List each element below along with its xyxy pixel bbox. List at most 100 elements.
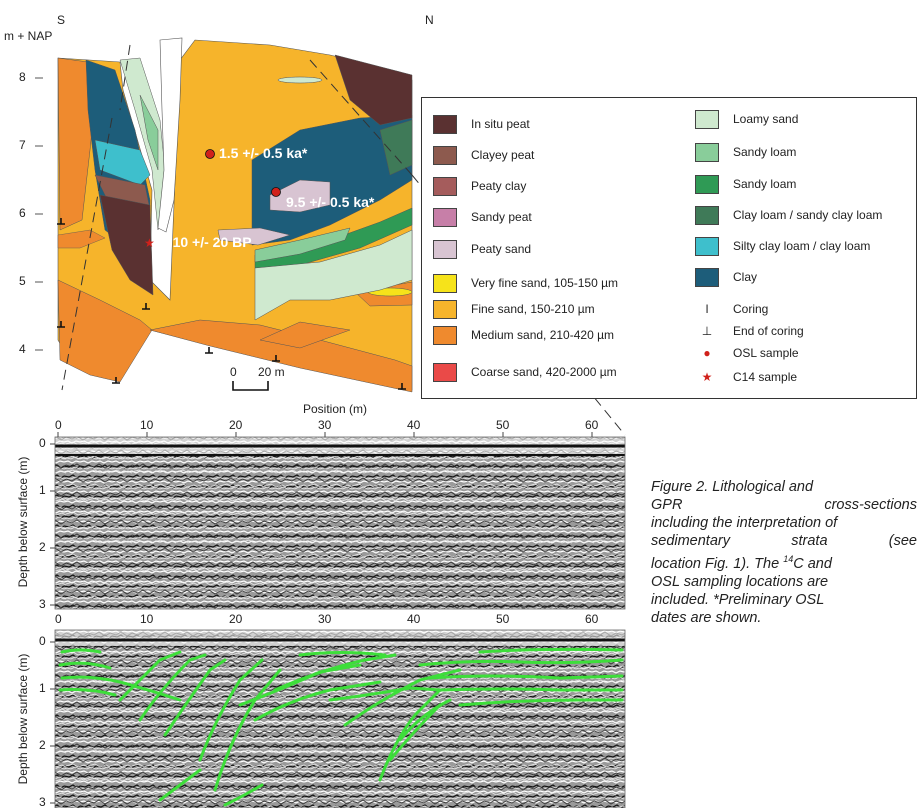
y-axis-label: m + NAP <box>4 29 53 43</box>
legend-label: Clay <box>733 270 758 284</box>
gpr1-x-tick: 0 <box>55 418 62 432</box>
caption-line: Figure 2. Lithological and <box>651 479 814 495</box>
gpr1-y-axis-title: Depth below surface (m) <box>16 456 30 588</box>
legend-item: Very fine sand, 105-150 µm <box>433 272 618 294</box>
legend-swatch <box>433 325 457 345</box>
legend-swatch <box>433 239 457 259</box>
gpr1-x-tick: 40 <box>407 418 421 432</box>
y-tick-4: 4 <box>19 342 26 356</box>
gpr1-x-tick: 60 <box>585 418 599 432</box>
gpr2-x-tick: 40 <box>407 612 421 626</box>
loamy-sand-lens <box>277 76 323 84</box>
legend-swatch <box>695 267 719 287</box>
legend-label: Sandy loam <box>733 145 797 159</box>
medium-sand-mid <box>57 229 106 249</box>
gpr1-y-tick: 0 <box>39 436 46 450</box>
gpr2-y-tick: 0 <box>39 634 46 648</box>
legend-item: ● OSL sample <box>695 342 799 364</box>
caption-line: sedimentary strata (see <box>651 532 917 550</box>
legend-label: OSL sample <box>733 346 799 360</box>
medium-sand-lens-2 <box>259 321 351 349</box>
scale-bar-start: 0 <box>230 365 237 379</box>
legend-item: Peaty sand <box>433 238 531 260</box>
legend-item: Sandy peat <box>433 206 532 228</box>
legend-label: Fine sand, 150-210 µm <box>471 302 595 316</box>
caption-line: GPR cross-sections <box>651 496 917 514</box>
c14-date-label: 8610 +/- 20 BP <box>157 234 252 250</box>
legend-item: Loamy sand <box>695 108 798 130</box>
figure-caption: Figure 2. Lithological and GPR cross-sect… <box>651 478 917 627</box>
c14-sample-marker: ★ <box>144 236 155 250</box>
legend-label: Sandy peat <box>471 210 532 224</box>
gpr1-x-tick: 30 <box>318 418 332 432</box>
legend-label: Very fine sand, 105-150 µm <box>471 276 618 290</box>
gpr2-x-tick: 10 <box>140 612 154 626</box>
loamy-sand-right <box>254 229 413 321</box>
c14-symbol-icon: ★ <box>701 370 713 384</box>
legend-label: Clayey peat <box>471 148 535 162</box>
legend-item: Clay loam / sandy clay loam <box>695 204 882 226</box>
coring-markers <box>57 218 406 390</box>
legend-label: C14 sample <box>733 370 798 384</box>
medium-sand-bottom-left <box>57 279 153 383</box>
legend-swatch <box>695 142 719 162</box>
projection-line-left <box>61 117 113 391</box>
legend: In situ peat Clayey peat Peaty clay Sand… <box>421 97 917 399</box>
peaty-sand-right <box>269 179 331 213</box>
legend-item: Silty clay loam / clay loam <box>695 235 870 257</box>
legend-item: Clayey peat <box>433 144 534 166</box>
legend-swatch <box>695 236 719 256</box>
legend-item: Coarse sand, 420-2000 µm <box>433 361 617 383</box>
end-of-coring-symbol-icon: ⊥ <box>701 324 713 338</box>
legend-label: Medium sand, 210-420 µm <box>471 328 614 342</box>
gpr1-y-tick: 1 <box>39 483 46 497</box>
legend-label: Silty clay loam / clay loam <box>733 239 871 253</box>
y-tick-7: 7 <box>19 138 26 152</box>
caption-word: (see <box>888 533 917 549</box>
scale-bar <box>232 381 269 391</box>
legend-label: Peaty clay <box>471 179 527 193</box>
legend-label: Clay loam / sandy clay loam <box>733 208 883 222</box>
silty-clay-loam-left <box>94 139 151 186</box>
gpr-x-axis-title: Position (m) <box>303 402 368 416</box>
projection-line-left-top <box>119 44 131 111</box>
gpr1-x-ticks <box>57 432 593 437</box>
legend-swatch <box>433 145 457 165</box>
legend-swatch <box>433 207 457 227</box>
legend-item: ǀ Coring <box>695 298 768 320</box>
legend-item: In situ peat <box>433 113 530 135</box>
lithology-cross-section: ★ <box>35 37 626 436</box>
peaty-sand-mid <box>217 227 291 246</box>
gpr2-x-tick: 30 <box>318 612 332 626</box>
caption-line: dates are shown. <box>651 609 762 626</box>
in-situ-peat-right <box>334 54 413 126</box>
gpr1-x-tick: 20 <box>229 418 243 432</box>
north-label: N <box>425 13 434 27</box>
legend-swatch <box>433 299 457 319</box>
legend-item: Sandy loam <box>695 173 796 195</box>
legend-swatch <box>433 176 457 196</box>
osl-date-label-2: 9.5 +/- 0.5 ka* <box>286 194 375 210</box>
scale-bar-end: 20 m <box>258 365 285 379</box>
legend-label: Sandy loam <box>733 177 797 191</box>
legend-label: Loamy sand <box>733 112 799 126</box>
caption-line: included. *Preliminary OSL <box>651 591 825 608</box>
gpr2-y-tick: 3 <box>39 795 46 809</box>
legend-label: Coring <box>733 302 769 316</box>
lithology-y-ticks <box>35 77 43 351</box>
gpr1-y-tick: 2 <box>39 540 46 554</box>
gpr1-y-ticks <box>50 443 55 606</box>
gpr2-x-tick: 60 <box>585 612 599 626</box>
sandy-loam-right <box>254 227 351 263</box>
legend-item: Medium sand, 210-420 µm <box>433 324 614 346</box>
caption-superscript: 14 <box>783 554 794 564</box>
gpr2-x-tick: 0 <box>55 612 62 626</box>
gpr1-y-tick: 3 <box>39 597 46 611</box>
gpr1-x-tick: 50 <box>496 418 510 432</box>
osl-sample-marker-2 <box>271 187 281 197</box>
caption-word: strata <box>791 533 828 549</box>
legend-swatch <box>433 362 457 382</box>
legend-item: Sandy loam <box>695 141 796 163</box>
caption-word: GPR <box>651 497 683 513</box>
osl-symbol-icon: ● <box>703 346 711 360</box>
